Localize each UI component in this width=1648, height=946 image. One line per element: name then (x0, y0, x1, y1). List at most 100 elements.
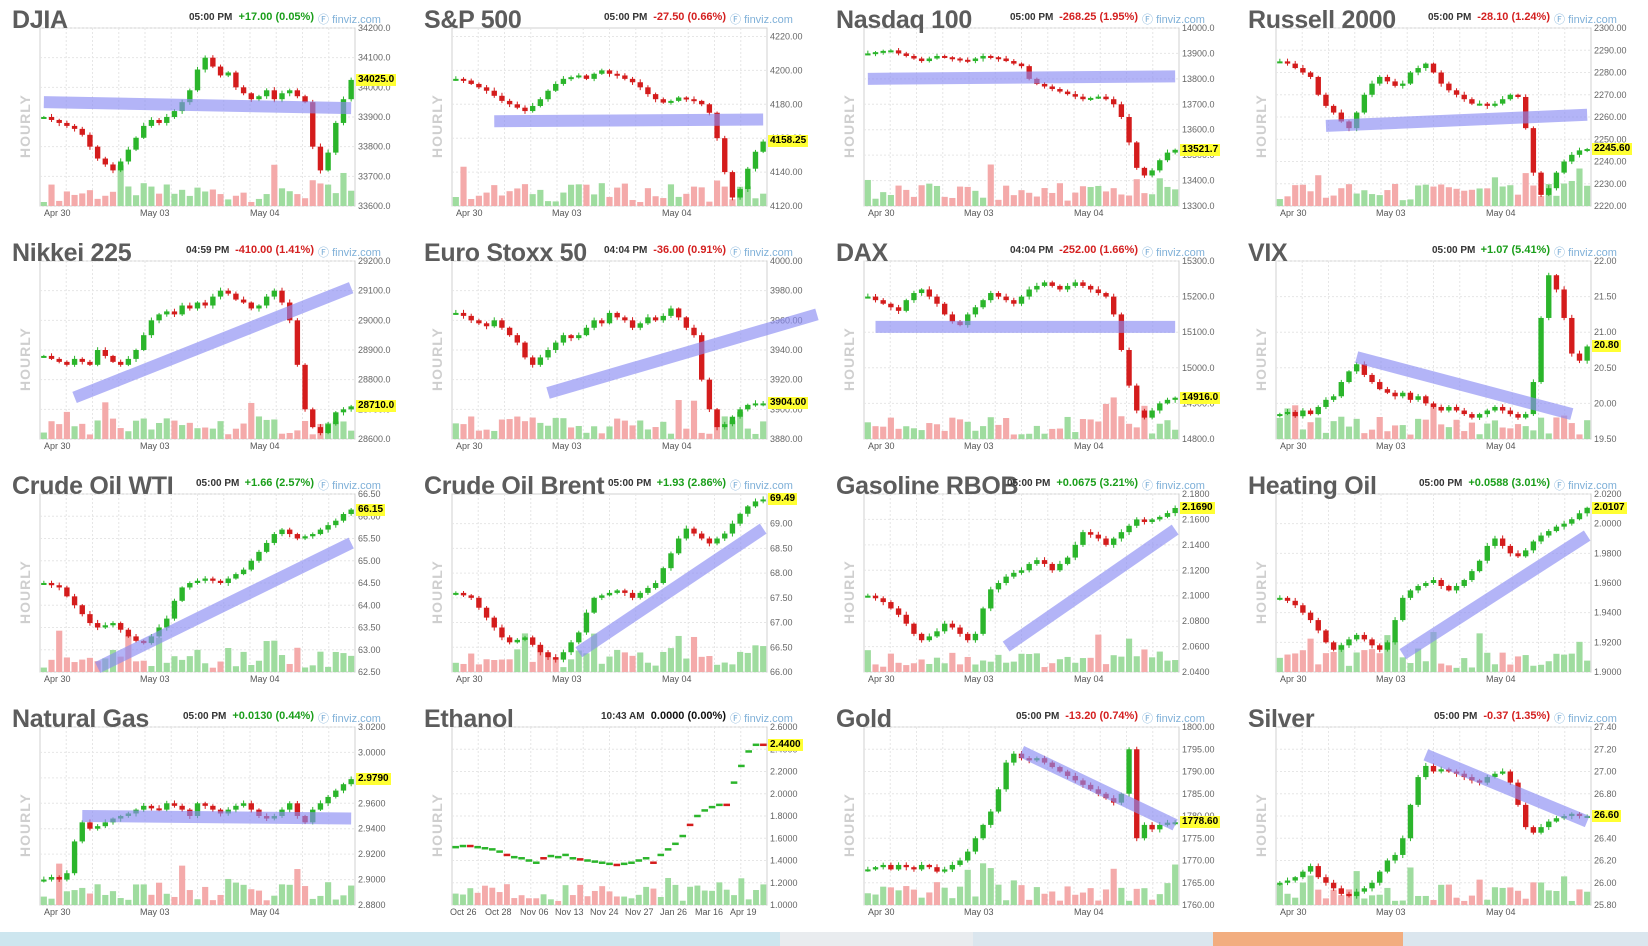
finviz-brand-label[interactable]: Ⓕ finviz.com (318, 477, 381, 493)
candle (1407, 390, 1414, 403)
volume-bar (872, 664, 879, 672)
candle (1095, 94, 1102, 99)
candle (1300, 64, 1306, 75)
chart-panel-heating-oil[interactable]: 2.0200 2.0000 1.9800 1.9600 1.9400 1.9200 1.90… (1236, 466, 1648, 699)
chart-title[interactable]: DAX (836, 239, 888, 267)
volume-bar (1491, 664, 1499, 672)
finviz-brand-label[interactable]: Ⓕ finviz.com (730, 11, 793, 27)
candle (279, 287, 285, 306)
volume-bar (980, 426, 987, 439)
volume-bar (540, 894, 547, 905)
volume-bar (163, 418, 170, 439)
y-tick-label: 27.20 (1594, 744, 1617, 754)
chart-title[interactable]: Euro Stoxx 50 (424, 239, 587, 267)
finviz-brand-label[interactable]: Ⓕ finviz.com (1142, 477, 1205, 493)
finviz-brand-label[interactable]: Ⓕ finviz.com (1554, 11, 1617, 27)
finviz-brand-label[interactable]: Ⓕ finviz.com (1142, 710, 1205, 726)
chart-panel-gold[interactable]: 1800.001795.001790.001785.001780.001775.… (824, 699, 1236, 932)
candle (1300, 869, 1306, 880)
chart-panel-crude-oil-wti[interactable]: 66.50 66.00 65.50 65.00 64.50 64.00 63.50 63.00… (0, 466, 412, 699)
candle (125, 146, 132, 165)
chart-panel-crude-oil-brent[interactable]: 69.00 68.50 68.00 67.50 67.00 66.50 66.00 Apr 3… (412, 466, 824, 699)
y-tick-label: 66.00 (358, 511, 381, 521)
chart-title[interactable]: Russell 2000 (1248, 6, 1396, 34)
candle (576, 73, 582, 79)
volume-bar (156, 882, 163, 905)
volume-bar (1522, 898, 1529, 905)
candle (1041, 557, 1048, 567)
candle (1126, 347, 1132, 388)
chart-title[interactable]: Silver (1248, 705, 1315, 733)
x-tick-label: May 04 (1074, 907, 1104, 917)
finviz-brand-label[interactable]: Ⓕ finviz.com (1554, 477, 1617, 493)
chart-panel-silver[interactable]: 27.4027.2027.0026.8026.6026.4026.2026.00… (1236, 699, 1648, 932)
candle (872, 866, 879, 871)
volume-bar (1468, 667, 1475, 672)
finviz-brand-label[interactable]: Ⓕ finviz.com (318, 11, 381, 27)
candle (1492, 405, 1498, 413)
last-price-label: 4158.25 (768, 135, 809, 148)
chart-title[interactable]: Gasoline RBOB (836, 472, 1019, 500)
chart-title[interactable]: Crude Oil Brent (424, 472, 605, 500)
volume-bar (644, 662, 651, 672)
x-tick-label: Apr 30 (456, 208, 483, 218)
chart-panel-vix[interactable]: 22.00 21.50 21.00 20.50 20.00 19.50 Apr 30 May … (1236, 233, 1648, 466)
finviz-brand-label[interactable]: Ⓕ finviz.com (1142, 11, 1205, 27)
y-tick-label: 25.80 (1594, 900, 1617, 910)
volume-bar (1315, 889, 1322, 905)
last-price-label: 2.1690 (1180, 501, 1215, 514)
chart-panel-euro-stoxx-50[interactable]: 4000.003980.003960.003940.003920.003900.… (412, 233, 824, 466)
candle (1300, 408, 1306, 419)
candle (668, 99, 674, 105)
finviz-brand-text: finviz.com (1568, 480, 1617, 492)
finviz-brand-label[interactable]: Ⓕ finviz.com (730, 710, 793, 726)
chart-title[interactable]: Natural Gas (12, 705, 150, 733)
chart-title[interactable]: S&P 500 (424, 6, 522, 34)
candle (483, 85, 490, 94)
chart-panel-nikkei-225[interactable]: 29200.029100.029000.028900.028800.028700… (0, 233, 412, 466)
candle (872, 51, 879, 57)
chart-panel-djia[interactable]: 34200.0 34100.0 34000.0 33900.0 33800.0 33700… (0, 0, 412, 233)
chart-panel-nasdaq-100[interactable]: 14000.013900.013800.013700.013600.013500… (824, 0, 1236, 233)
y-tick-label: 33800.0 (358, 142, 391, 152)
y-tick-label: 26.80 (1594, 789, 1617, 799)
finviz-brand-label[interactable]: Ⓕ finviz.com (1142, 244, 1205, 260)
volume-bar (163, 662, 170, 672)
chart-title[interactable]: Crude Oil WTI (12, 472, 174, 500)
chart-title[interactable]: Gold (836, 705, 892, 733)
finviz-brand-label[interactable]: Ⓕ finviz.com (730, 477, 793, 493)
volume-bar (621, 652, 628, 672)
chart-panel-dax[interactable]: 15300.015200.015100.015000.014900.014800… (824, 233, 1236, 466)
volume-bar (731, 895, 737, 905)
candle (1034, 557, 1040, 566)
chart-panel-gasoline-rbob[interactable]: 2.1800 2.1600 2.1400 2.1200 2.1000 2.0800 2.06… (824, 466, 1236, 699)
volume-bar (468, 416, 475, 439)
finviz-brand-label[interactable]: Ⓕ finviz.com (318, 244, 381, 260)
chart-panel-russell-2000[interactable]: 2300.00 2290.00 2280.00 2270.00 2260.00 2250.… (1236, 0, 1648, 233)
chart-title[interactable]: DJIA (12, 6, 68, 34)
candle (1126, 113, 1132, 146)
volume-bar (1376, 894, 1383, 905)
volume-bar (1484, 188, 1491, 206)
volume-bar (1026, 654, 1033, 672)
candle (1584, 344, 1590, 364)
candle (980, 53, 986, 62)
chart-title[interactable]: Nasdaq 100 (836, 6, 972, 34)
finviz-brand-label[interactable]: Ⓕ finviz.com (318, 710, 381, 726)
chart-panel-s-p-500[interactable]: 4220.004200.004180.004160.004140.004120.… (412, 0, 824, 233)
finviz-brand-label[interactable]: Ⓕ finviz.com (730, 244, 793, 260)
volume-bar (171, 656, 178, 672)
chart-title[interactable]: Nikkei 225 (12, 239, 132, 267)
chart-title[interactable]: Ethanol (424, 705, 514, 733)
candle (248, 558, 254, 572)
y-tick-label: 2.1600 (1182, 514, 1210, 524)
finviz-brand-label[interactable]: Ⓕ finviz.com (1554, 710, 1617, 726)
chart-title[interactable]: Heating Oil (1248, 472, 1377, 500)
volume-bar (286, 663, 293, 672)
chart-title[interactable]: VIX (1248, 239, 1288, 267)
chart-panel-ethanol[interactable]: 2.60002.40002.20002.00001.80001.60001.40… (412, 699, 824, 932)
finviz-brand-label[interactable]: Ⓕ finviz.com (1554, 244, 1617, 260)
volume-bar (584, 896, 591, 905)
candle (865, 593, 871, 598)
chart-panel-natural-gas[interactable]: 3.02003.00002.98002.96002.94002.92002.90… (0, 699, 412, 932)
